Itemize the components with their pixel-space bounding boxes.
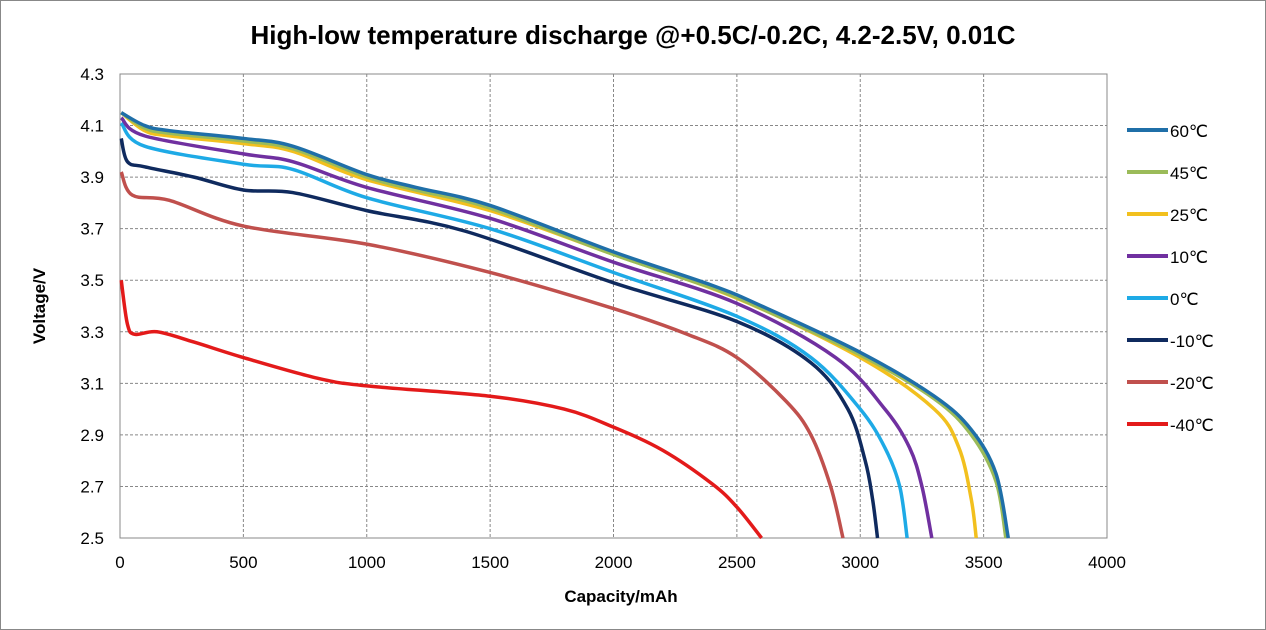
y-axis-label: Voltage/V: [30, 267, 49, 344]
y-tick-label: 3.3: [80, 323, 104, 342]
series-line-10c: [119, 116, 934, 539]
legend-label: 45℃: [1170, 164, 1208, 183]
legend-label: -10℃: [1170, 332, 1214, 351]
x-tick-label: 0: [115, 553, 124, 572]
x-tick-label: 500: [229, 553, 257, 572]
y-tick-label: 3.9: [80, 168, 104, 187]
x-tick-label: 2500: [718, 553, 756, 572]
series-line--20c: [119, 171, 845, 539]
series-line-25c: [120, 111, 978, 539]
x-tick-label: 3500: [965, 553, 1003, 572]
series-line--40c: [119, 279, 763, 540]
legend-label: -20℃: [1170, 374, 1214, 393]
series-line-45c: [120, 111, 1008, 539]
x-tick-label: 4000: [1088, 553, 1126, 572]
y-tick-label: 3.5: [80, 271, 104, 290]
legend-label: -40℃: [1170, 416, 1214, 435]
legend-label: 25℃: [1170, 206, 1208, 225]
y-tick-label: 2.9: [80, 426, 104, 445]
x-tick-label: 3000: [841, 553, 879, 572]
y-tick-label: 2.7: [80, 477, 104, 496]
plot-area-border: [119, 73, 1108, 539]
y-tick-label: 4.1: [80, 117, 104, 136]
series-line--10c: [119, 137, 880, 539]
x-axis-label: Capacity/mAh: [564, 587, 677, 606]
x-tick-label: 1500: [471, 553, 509, 572]
legend-label: 10℃: [1170, 248, 1208, 267]
y-tick-label: 4.3: [80, 65, 104, 84]
series-line-60c: [120, 111, 1011, 539]
legend-label: 0℃: [1170, 290, 1199, 309]
x-tick-label: 1000: [348, 553, 386, 572]
y-tick-label: 3.1: [80, 374, 104, 393]
y-tick-label: 2.5: [80, 529, 104, 548]
y-tick-label: 3.7: [80, 220, 104, 239]
x-tick-label: 2000: [595, 553, 633, 572]
series-line-0c: [119, 121, 909, 539]
chart-title: High-low temperature discharge @+0.5C/-0…: [251, 20, 1016, 50]
legend-label: 60℃: [1170, 122, 1208, 141]
